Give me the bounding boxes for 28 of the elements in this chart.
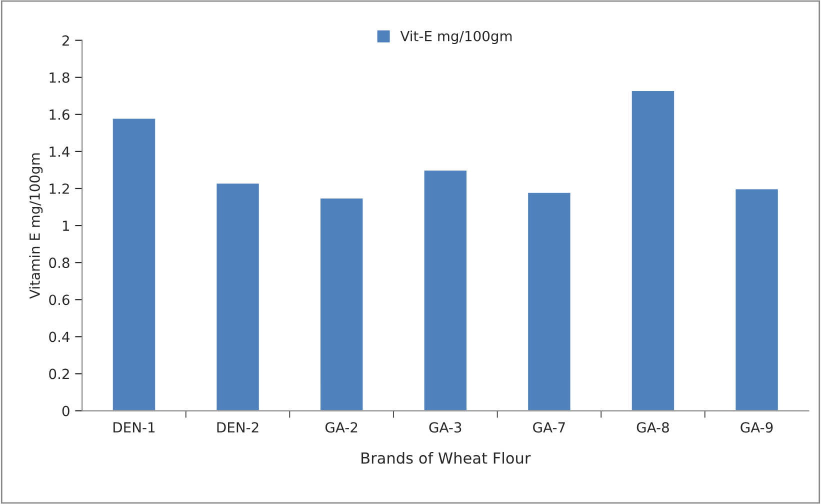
y-tick-label: 0 (62, 406, 70, 416)
bar (215, 182, 260, 411)
x-tick-label: GA-7 (533, 422, 565, 433)
y-tick-label: 2 (62, 35, 69, 46)
y-tick-label: 0.2 (49, 368, 69, 380)
x-axis-title: Brands of Wheat Flour (362, 452, 531, 464)
bar (319, 197, 364, 411)
bar (734, 188, 780, 411)
x-tick-label: DEN-1 (114, 422, 155, 432)
y-axis-title: Vitamin E mg/100gm (29, 153, 43, 299)
y-tick-label: 0.6 (49, 294, 70, 306)
x-tick-label: GA-8 (636, 422, 669, 433)
bar (422, 169, 468, 411)
bar (112, 117, 156, 411)
bar (630, 90, 676, 411)
y-tick-label: 0.4 (49, 332, 70, 342)
y-tick-label: 1.6 (50, 109, 70, 120)
y-tick-label: 0.8 (49, 258, 70, 268)
y-tick-label: 1.4 (50, 146, 70, 157)
x-tick-label: DEN-2 (217, 422, 258, 432)
x-tick-label: GA-2 (325, 422, 358, 433)
x-tick-label: GA-3 (429, 422, 462, 433)
bar (526, 192, 572, 411)
y-tick-label: 1.8 (50, 72, 70, 83)
legend-label: Vit-E mg/100gm (400, 30, 512, 44)
y-tick-label: 1 (62, 220, 70, 231)
x-tick-label: GA-9 (740, 422, 773, 433)
y-tick-label: 1.2 (50, 183, 69, 194)
